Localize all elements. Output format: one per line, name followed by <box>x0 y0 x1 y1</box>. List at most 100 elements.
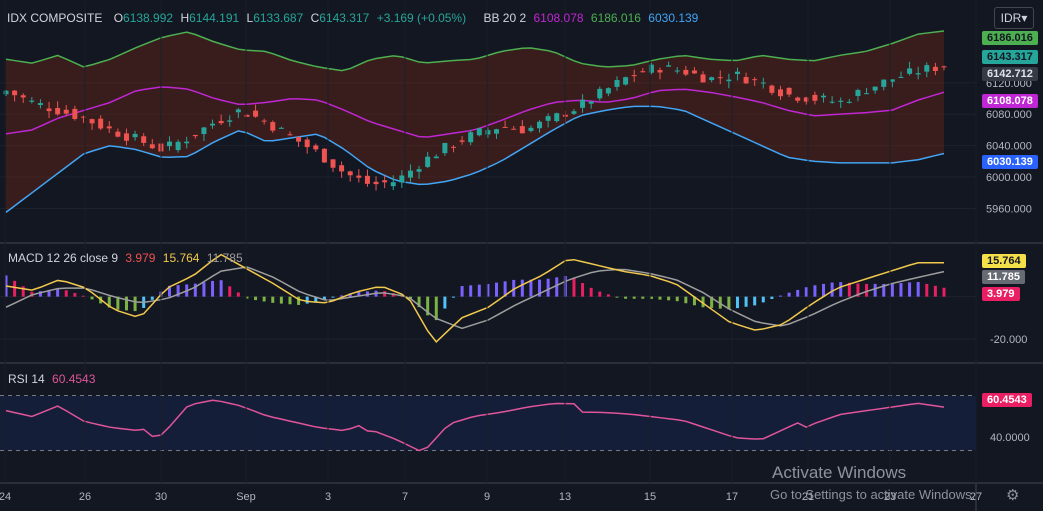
macd-legend: MACD 12 26 close 9 3.979 15.764 11.785 <box>8 251 247 265</box>
candle-body <box>167 141 173 147</box>
rsi-label: RSI 14 <box>8 372 45 386</box>
candle-body <box>399 175 405 183</box>
candle-body <box>227 120 233 122</box>
time-tick-label: 13 <box>559 491 571 503</box>
macd-histogram-bar <box>193 283 197 297</box>
macd-histogram-bar <box>873 283 877 297</box>
candle-body <box>537 121 543 129</box>
candle-body <box>313 145 319 150</box>
candle-body <box>132 133 138 138</box>
candle-body <box>12 90 18 96</box>
candle-body <box>115 131 121 137</box>
candle-body <box>907 68 913 74</box>
candle-body <box>571 111 577 114</box>
candle-body <box>175 141 181 151</box>
bb-upper-value: 6186.016 <box>590 11 641 25</box>
time-tick-label: Sep <box>236 491 256 503</box>
candle-body <box>864 93 870 95</box>
macd-histogram-bar <box>503 281 507 297</box>
candle-body <box>98 118 104 129</box>
candle-body <box>192 134 198 137</box>
macd-histogram-bar <box>426 296 430 316</box>
macd-histogram-bar <box>882 283 886 297</box>
candle-body <box>511 128 517 130</box>
candle-body <box>261 120 267 122</box>
rsi-axis-label: 60.4543 <box>982 393 1032 407</box>
candle-body <box>356 175 362 178</box>
candle-body <box>829 101 835 103</box>
macd-histogram-bar <box>529 279 533 297</box>
candle-body <box>296 136 302 142</box>
macd-histogram-bar <box>512 279 516 297</box>
candle-body <box>485 130 491 135</box>
candle-body <box>494 129 500 134</box>
candle-body <box>433 156 439 159</box>
macd-histogram-bar <box>279 296 283 304</box>
macd-histogram-bar <box>314 296 318 302</box>
candle-body <box>786 87 792 95</box>
macd-histogram-bar <box>589 287 593 297</box>
macd-histogram-bar <box>624 296 628 299</box>
macd-histogram-bar <box>727 296 731 310</box>
candle-body <box>640 71 646 73</box>
rsi-legend: RSI 14 60.4543 <box>8 372 99 386</box>
candle-body <box>425 156 431 167</box>
macd-histogram-bar <box>899 283 903 297</box>
symbol-name: IDX COMPOSITE <box>7 11 103 25</box>
macd-histogram-bar <box>21 286 25 297</box>
activate-windows-title: Activate Windows <box>772 463 907 482</box>
candle-body <box>89 119 95 124</box>
macd-histogram-bar <box>305 296 309 304</box>
price-tick-label: 6080.000 <box>986 109 1032 121</box>
candle-body <box>55 107 61 115</box>
macd-histogram-bar <box>124 296 128 311</box>
main-legend: IDX COMPOSITE O6138.992 H6144.191 L6133.… <box>7 11 702 25</box>
macd-histogram-bar <box>667 296 671 301</box>
macd-histogram-bar <box>202 282 206 297</box>
candle-body <box>648 64 654 73</box>
candle-body <box>734 71 740 75</box>
macd-histogram-bar <box>830 282 834 297</box>
bb-fill <box>6 30 944 213</box>
gear-icon[interactable]: ⚙ <box>1006 487 1020 504</box>
macd-histogram-bar <box>520 279 524 297</box>
macd-histogram-bar <box>770 296 774 299</box>
candle-body <box>382 180 388 183</box>
candle-body <box>932 66 938 71</box>
time-tick-label: 26 <box>79 491 91 503</box>
price-tick-label: 5960.000 <box>986 203 1032 215</box>
macd-histogram-bar <box>632 296 636 299</box>
rsi-band <box>0 395 976 451</box>
candle-body <box>253 110 259 117</box>
macd-histogram-bar <box>572 278 576 297</box>
macd-histogram-bar <box>856 283 860 297</box>
candle-body <box>657 70 663 73</box>
candle-body <box>812 94 818 101</box>
candle-body <box>614 80 620 87</box>
price-tick-label: 6000.000 <box>986 172 1032 184</box>
currency-dropdown[interactable]: IDR▾ <box>994 7 1034 29</box>
rsi-value: 60.4543 <box>52 372 96 386</box>
time-tick-label: 3 <box>325 491 331 503</box>
candle-body <box>777 89 783 97</box>
close-axis-label: 6143.317 <box>982 50 1038 64</box>
macd-histogram-bar <box>236 292 240 297</box>
bb-lower-value: 6030.139 <box>648 11 699 25</box>
candle-body <box>941 66 947 68</box>
macd-histogram-bar <box>822 283 826 297</box>
macd-histogram-bar <box>288 296 292 305</box>
candle-body <box>674 70 680 72</box>
candle-body <box>726 79 732 82</box>
macd-histogram-bar <box>133 296 137 312</box>
bb-lower-line <box>5 105 945 213</box>
macd-signal-value: 11.785 <box>206 251 243 265</box>
macd-histogram-bar <box>348 293 352 297</box>
candle-body <box>795 97 801 101</box>
macd-axis-label: 15.764 <box>982 254 1026 268</box>
candle-body <box>210 123 216 126</box>
macd-histogram-bar <box>443 296 447 309</box>
macd-histogram-bar <box>451 296 455 298</box>
macd-histogram-bar <box>417 296 421 308</box>
candle-body <box>63 109 69 114</box>
